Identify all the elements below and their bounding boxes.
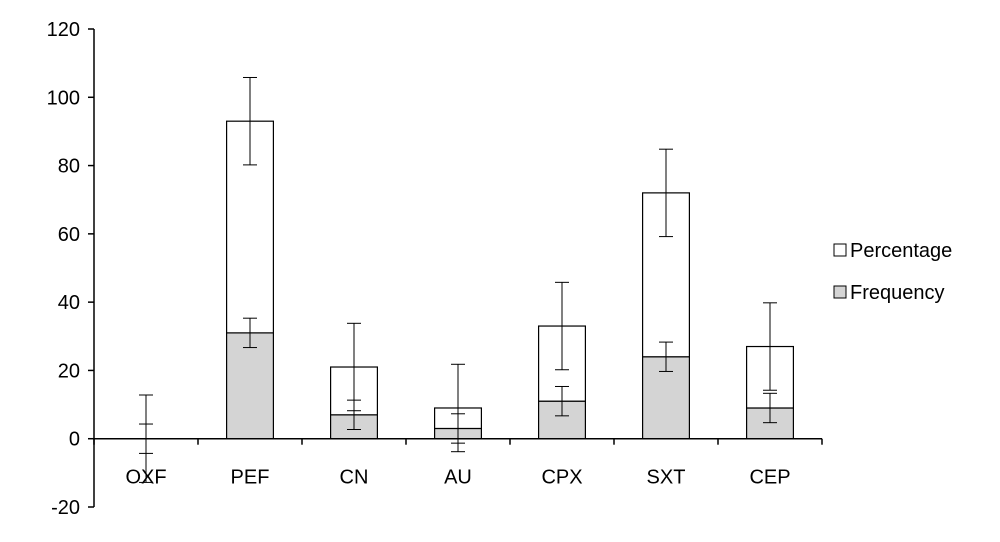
legend: Percentage Frequency xyxy=(833,240,952,304)
x-category-label-au: AU xyxy=(444,467,472,489)
x-category-label-oxf: OXF xyxy=(125,467,166,489)
legend-label-percentage: Percentage xyxy=(850,240,952,262)
bars-layer xyxy=(226,120,794,440)
x-category-label-cn: CN xyxy=(340,467,369,489)
x-category-label-sxt: SXT xyxy=(647,467,686,489)
y-tick-label: 120 xyxy=(47,19,80,41)
legend-swatch-percentage xyxy=(833,243,847,257)
y-tick-label: 40 xyxy=(58,292,80,314)
y-tick-label: 0 xyxy=(69,429,80,451)
y-tick-label: 60 xyxy=(58,224,80,246)
x-category-label-cep: CEP xyxy=(749,467,790,489)
y-tick-label: 100 xyxy=(47,87,80,109)
axes-layer: -20 0 20 40 60 80 100 120 OXF PEF CN AU CPX SXT CEP xyxy=(47,19,823,519)
bar-frequency-pef xyxy=(226,332,275,440)
legend-swatch-frequency xyxy=(833,285,847,299)
y-tick-label: 80 xyxy=(58,156,80,178)
y-tick-label: -20 xyxy=(51,497,80,519)
x-category-label-cpx: CPX xyxy=(541,467,582,489)
y-tick-label: 20 xyxy=(58,360,80,382)
x-category-label-pef: PEF xyxy=(231,467,270,489)
legend-label-frequency: Frequency xyxy=(850,282,945,304)
